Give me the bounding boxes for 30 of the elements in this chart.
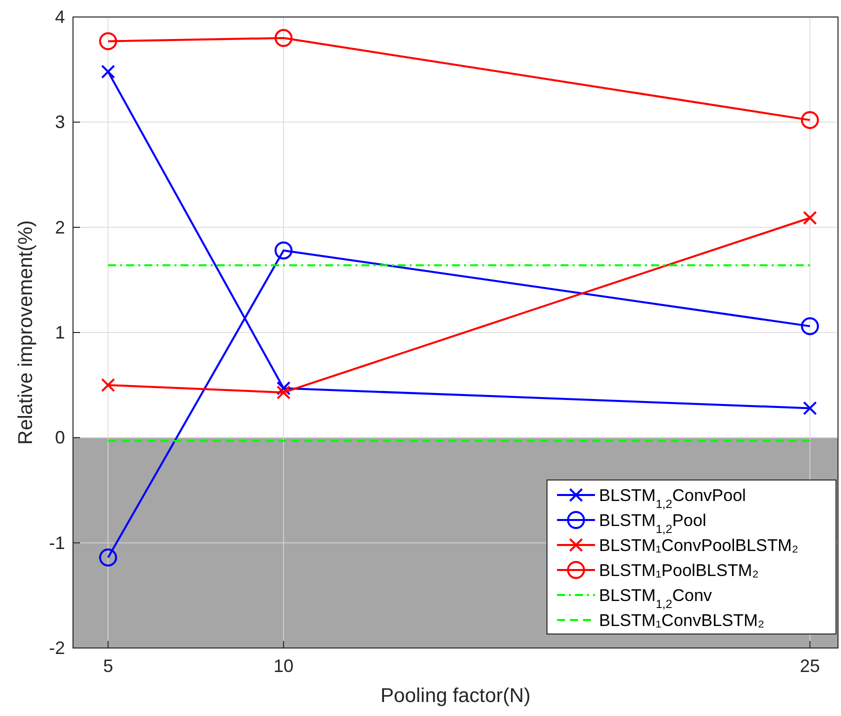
y-tick-label: 0 xyxy=(54,428,65,448)
x-axis-title: Pooling factor(N) xyxy=(380,685,531,707)
x-tick-label: 5 xyxy=(103,656,114,676)
point xyxy=(800,111,819,130)
point xyxy=(274,29,293,48)
point xyxy=(800,317,819,336)
point xyxy=(802,210,817,225)
y-tick-label: 2 xyxy=(54,217,65,238)
x-tick-label: 25 xyxy=(800,656,820,676)
point xyxy=(99,32,118,50)
y-tick-label: 1 xyxy=(54,322,65,342)
y-tick-label: 3 xyxy=(54,112,65,132)
legend-label: BLSTM₁ConvPoolBLSTM₂ xyxy=(599,536,798,555)
y-tick-label: -1 xyxy=(48,532,65,553)
legend-label: BLSTM₁PoolBLSTM₂ xyxy=(599,561,759,580)
point xyxy=(101,378,116,392)
point xyxy=(99,548,118,567)
y-tick-label: -2 xyxy=(48,638,65,658)
point xyxy=(276,385,291,400)
x-tick-label: 10 xyxy=(274,656,294,676)
point xyxy=(276,381,291,396)
y-tick-label: 4 xyxy=(54,7,65,27)
legend-label: BLSTM$_{1,2}$Conv xyxy=(599,586,712,611)
legend-label: BLSTM₁ConvBLSTM₂ xyxy=(599,611,764,630)
point xyxy=(101,64,116,79)
point xyxy=(274,241,293,260)
legend-label: BLSTM$_{1,2}$ConvPool xyxy=(599,486,746,511)
legend-label: BLSTM$_{1,2}$Pool xyxy=(599,511,706,536)
y-axis-title: Relative improvement(%) xyxy=(15,220,37,445)
point xyxy=(802,401,817,416)
